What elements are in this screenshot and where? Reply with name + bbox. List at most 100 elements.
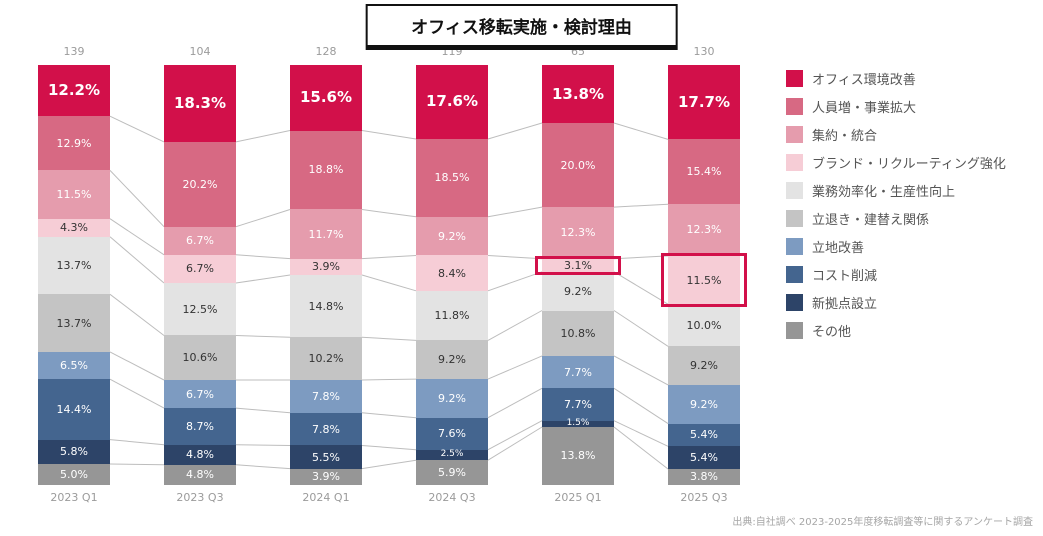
bar-segment: 10.6%: [164, 335, 236, 380]
connector-line: [487, 271, 543, 292]
x-axis-label: 2025 Q3: [680, 491, 728, 504]
connector-line: [613, 203, 669, 208]
connector-line: [361, 336, 417, 341]
connector-line: [361, 130, 417, 140]
connector-line: [235, 464, 291, 470]
bar-segment: 3.1%: [535, 255, 621, 275]
bar-segment: 9.2%: [416, 216, 488, 256]
connector-line: [613, 355, 669, 386]
connector-line: [487, 355, 543, 380]
legend-label: その他: [812, 325, 852, 340]
connector-line: [361, 445, 417, 451]
bar-segment: 3.9%: [290, 258, 362, 275]
legend-label: 立地改善: [812, 241, 865, 256]
bar-segment: 15.6%: [290, 65, 362, 131]
legend-item: 立退き・建替え関係: [786, 210, 1006, 228]
connector-line: [109, 351, 165, 381]
bar-segment: 5.5%: [290, 445, 362, 469]
legend-item: その他: [786, 322, 1006, 340]
connector-line: [487, 255, 543, 260]
bar-segment: 13.7%: [38, 236, 110, 295]
legend-swatch: [786, 210, 803, 227]
x-axis-label: 2025 Q1: [554, 491, 602, 504]
bar-segment: 3.8%: [668, 468, 740, 485]
bar-segment: 6.7%: [164, 254, 236, 283]
legend-swatch: [786, 154, 803, 171]
bar-segment: 11.7%: [290, 209, 362, 259]
connector-line: [361, 274, 417, 292]
legend-swatch: [786, 182, 803, 199]
stacked-bar: 18.3% 20.2% 6.7% 6.7% 12.5% 10.6% 6.7% 8.7% 4.8%…: [164, 65, 236, 485]
legend-swatch: [786, 98, 803, 115]
bar-segment: 5.8%: [38, 439, 110, 464]
connector-line: [361, 209, 417, 218]
legend-label: 業務効率化・生産性向上: [812, 185, 956, 200]
legend: オフィス環境改善 人員増・事業拡大 集約・統合 ブランド・リクルーティング強化 業務効率…: [786, 70, 1006, 350]
bar-segment: 12.2%: [38, 65, 110, 117]
connector-line: [109, 439, 165, 446]
connector-lines: [109, 115, 669, 470]
bar-segment: 5.4%: [668, 423, 740, 447]
connector-line: [361, 412, 417, 419]
bar-segment: 2.5%: [416, 449, 488, 461]
legend-label: 立退き・建替え関係: [812, 213, 930, 228]
legend-item: オフィス環境改善: [786, 70, 1006, 88]
bar-segment: 17.7%: [668, 65, 740, 140]
legend-swatch: [786, 126, 803, 143]
legend-item: ブランド・リクルーティング強化: [786, 154, 1006, 172]
connector-line: [109, 463, 165, 466]
sample-size-label: 139: [63, 45, 85, 58]
legend-label: ブランド・リクルーティング強化: [812, 157, 1006, 172]
bar-segment: 13.8%: [542, 426, 614, 485]
bar-segment: 9.2%: [668, 384, 740, 424]
stacked-bar: 17.6% 18.5% 9.2% 8.4% 11.8% 9.2% 9.2% 7.6% 2.5% 5…: [416, 65, 488, 485]
bar-segment: 6.7%: [164, 379, 236, 409]
connector-line: [487, 310, 543, 341]
connector-line: [235, 335, 291, 338]
stacked-bar: 15.6% 18.8% 11.7% 3.9% 14.8% 10.2% 7.8% 7.8% 5.5…: [290, 65, 362, 485]
legend-swatch: [786, 266, 803, 283]
bar-segment: 14.4%: [38, 379, 110, 440]
bar-segment: 7.8%: [290, 379, 362, 413]
x-axis-label: 2023 Q3: [176, 491, 224, 504]
legend-label: オフィス環境改善: [812, 73, 916, 88]
stacked-bar: 17.7% 15.4% 12.3% 11.5% 10.0% 9.2% 9.2% 5.4% 5.4…: [661, 65, 747, 485]
legend-swatch: [786, 322, 803, 339]
legend-item: 人員増・事業拡大: [786, 98, 1006, 116]
legend-swatch: [786, 70, 803, 87]
bar-segment: 11.5%: [38, 170, 110, 219]
bar-segment: 15.4%: [668, 139, 740, 205]
x-axis-label: 2024 Q1: [302, 491, 350, 504]
x-axis-label: 2023 Q1: [50, 491, 98, 504]
connector-line: [613, 122, 669, 140]
bar-segment: 4.8%: [164, 464, 236, 485]
connector-line: [361, 255, 417, 260]
sample-size-label: 128: [315, 45, 337, 58]
legend-label: 新拠点設立: [812, 297, 878, 312]
connector-line: [613, 271, 669, 305]
bar-segment: 12.3%: [542, 207, 614, 259]
legend-swatch: [786, 238, 803, 255]
bar-segment: 9.2%: [416, 379, 488, 418]
bar-segment: 5.0%: [38, 463, 110, 485]
connector-line: [613, 387, 669, 425]
x-axis-label: 2024 Q3: [428, 491, 476, 504]
legend-item: 業務効率化・生産性向上: [786, 182, 1006, 200]
legend-label: 人員増・事業拡大: [812, 101, 917, 116]
chart-area: 139 12.2% 12.9% 11.5% 4.3% 13.7% 13.7% 6.5% 14.4…: [38, 45, 747, 504]
connector-line: [109, 115, 165, 143]
bar-segment: 10.2%: [290, 337, 362, 380]
bar-segment: 10.0%: [668, 304, 740, 347]
bar-segment: 1.5%: [542, 419, 614, 428]
connector-line: [235, 407, 291, 414]
bar-segment: 20.0%: [542, 123, 614, 208]
bar-segment: 18.3%: [164, 65, 236, 142]
connector-line: [109, 218, 165, 256]
chart-title: オフィス移転実施・検討理由: [365, 4, 678, 50]
sample-size-label: 130: [693, 45, 715, 58]
bar-segment: 12.5%: [164, 282, 236, 336]
bar-segment: 3.9%: [290, 468, 362, 485]
connector-line: [613, 255, 669, 260]
bar-segment: 4.3%: [38, 218, 110, 237]
